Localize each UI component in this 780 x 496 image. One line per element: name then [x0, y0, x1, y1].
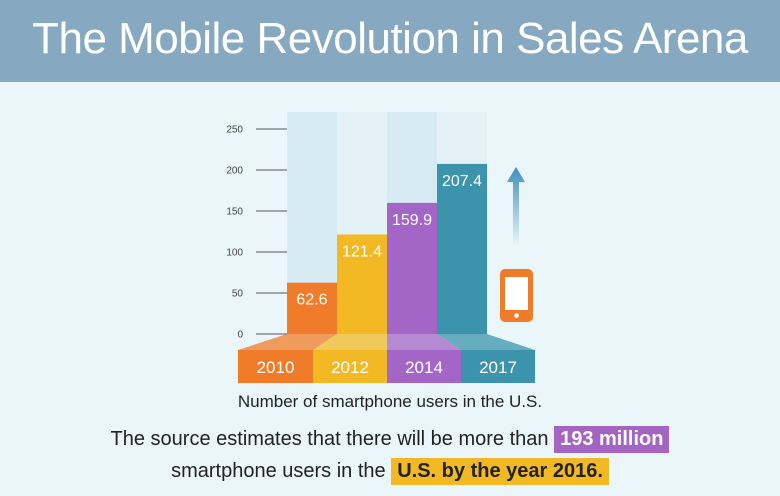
base-block — [387, 350, 461, 383]
y-tick-label: 250 — [226, 125, 243, 136]
base-strip — [238, 334, 337, 350]
base-strip — [313, 334, 387, 350]
smartphone-icon — [500, 269, 533, 322]
bar-2017 — [437, 163, 487, 334]
highlight-year-2016: U.S. by the year 2016. — [391, 458, 609, 485]
x-category-label: 2012 — [331, 358, 369, 377]
base-block — [461, 350, 535, 383]
y-tick-label: 150 — [226, 207, 243, 218]
note-line-2: smartphone users in the U.S. by the year… — [0, 458, 780, 485]
highlight-193-million: 193 million — [554, 426, 670, 453]
base-block — [313, 350, 387, 383]
chart-caption: Number of smartphone users in the U.S. — [237, 392, 543, 411]
bar-2014 — [387, 202, 437, 334]
up-arrow-icon — [507, 167, 525, 246]
base-strip — [387, 334, 461, 350]
page-title: The Mobile Revolution in Sales Arena — [32, 14, 748, 63]
y-tick-label: 50 — [232, 289, 244, 300]
bar-value-label: 159.9 — [392, 212, 432, 229]
bar-value-label: 121.4 — [342, 243, 382, 260]
base-strip — [437, 334, 535, 350]
note-text-2: smartphone users in the — [171, 460, 386, 482]
category-base: 2010 2012 2014 2017 — [238, 334, 535, 383]
y-tick-label: 200 — [226, 166, 243, 177]
y-tick-label: 0 — [237, 330, 243, 341]
bar-2012 — [337, 234, 387, 334]
bars-layer: 62.6 121.4 159.9 207.4 — [287, 163, 487, 334]
y-axis-ticks: 0 50 100 150 200 250 — [226, 125, 287, 341]
note-text-1: The source estimates that there will be … — [110, 428, 549, 450]
header-banner: The Mobile Revolution in Sales Arena — [0, 0, 780, 82]
x-category-label: 2010 — [257, 358, 295, 377]
note-line-1: The source estimates that there will be … — [0, 426, 780, 453]
x-category-label: 2014 — [405, 358, 443, 377]
x-category-label: 2017 — [479, 358, 517, 377]
bar-value-label: 207.4 — [442, 173, 482, 190]
base-block — [238, 350, 313, 383]
y-tick-label: 100 — [226, 248, 243, 259]
bar-2010 — [287, 282, 337, 334]
bar-value-label: 62.6 — [296, 292, 327, 309]
